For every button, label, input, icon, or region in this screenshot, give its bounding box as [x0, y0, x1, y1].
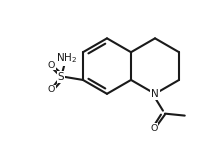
Text: O: O	[48, 85, 55, 94]
Text: N: N	[151, 89, 159, 99]
Text: S: S	[58, 72, 64, 82]
Text: O: O	[48, 61, 55, 70]
Text: NH$_2$: NH$_2$	[56, 51, 77, 65]
Text: O: O	[150, 124, 158, 133]
